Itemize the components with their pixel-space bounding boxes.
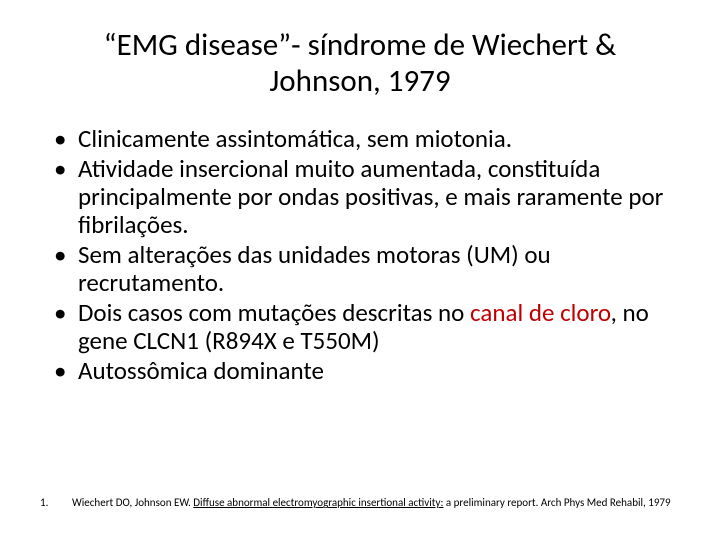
list-item: Sem alterações das unidades motoras (UM)… — [50, 241, 680, 297]
ref-title: Diffuse abnormal electromyographic inser… — [193, 496, 443, 509]
bullet-text: Clinicamente assintomática, sem miotonia… — [78, 123, 512, 154]
bullet-text: Autossômica dominante — [78, 355, 324, 386]
list-item: Clinicamente assintomática, sem miotonia… — [50, 125, 680, 153]
list-item: Atividade insercional muito aumentada, c… — [50, 155, 680, 239]
bullet-text: Sem alterações das unidades motoras (UM)… — [78, 239, 551, 298]
slide-title: “EMG disease”- síndrome de Wiechert & Jo… — [50, 28, 670, 99]
reference-list: Wiechert DO, Johnson EW. Diffuse abnorma… — [40, 496, 680, 510]
list-item: Dois casos com mutações descritas no can… — [50, 299, 680, 355]
reference-item: Wiechert DO, Johnson EW. Diffuse abnorma… — [40, 496, 680, 510]
slide: “EMG disease”- síndrome de Wiechert & Jo… — [0, 0, 720, 540]
bullet-text: Atividade insercional muito aumentada, c… — [78, 153, 663, 240]
ref-rest: a preliminary report. Arch Phys Med Reha… — [443, 496, 670, 509]
bullet-text: Dois casos com mutações descritas no — [78, 297, 470, 328]
bullet-list: Clinicamente assintomática, sem miotonia… — [50, 125, 680, 385]
list-item: Autossômica dominante — [50, 357, 680, 385]
ref-authors: Wiechert DO, Johnson EW. — [72, 496, 193, 509]
bullet-highlight: canal de cloro — [470, 297, 611, 328]
